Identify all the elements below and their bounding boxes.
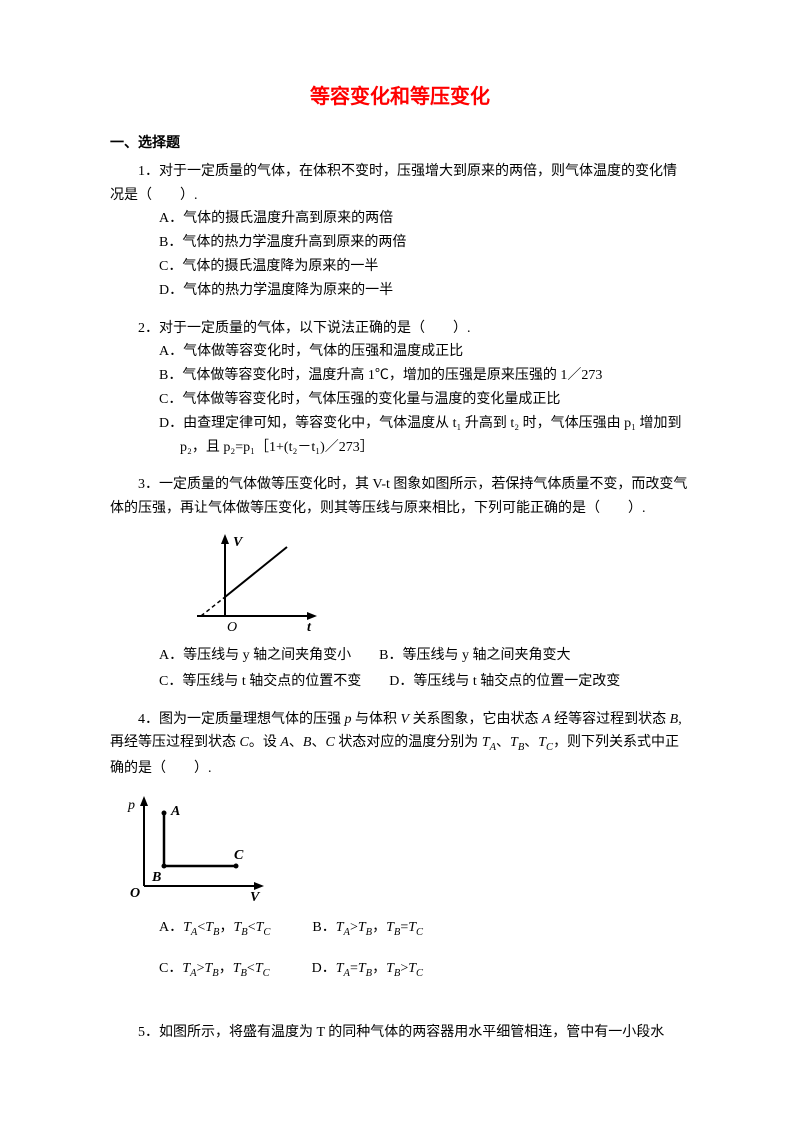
q2-options: A．气体做等容变化时，气体的压强和温度成正比 B．气体做等容变化时，温度升高 1… xyxy=(110,340,690,411)
question-5: 5．如图所示，将盛有温度为 T 的同种气体的两容器用水平细管相连，管中有一小段水 xyxy=(110,1021,690,1045)
q4-stem: 4．图为一定质量理想气体的压强 p 与体积 V 关系图象，它由状态 A 经等容过… xyxy=(110,708,690,781)
q4-opt-c: C．TA>TB，TB<TC xyxy=(159,957,270,983)
q3-opt-b: B．等压线与 y 轴之间夹角变大 xyxy=(379,644,570,668)
q1-opt-a: A．气体的摄氏温度升高到原来的两倍 xyxy=(159,207,690,231)
svg-text:B: B xyxy=(151,870,161,885)
svg-text:V: V xyxy=(233,535,244,550)
title-text: 等容变化和等压变化 xyxy=(310,86,490,108)
document-page: 等容变化和等压变化 一、选择题 1．对于一定质量的气体，在体积不变时，压强增大到… xyxy=(0,0,800,1132)
q2-opt-a: A．气体做等容变化时，气体的压强和温度成正比 xyxy=(159,340,690,364)
q1-opt-c: C．气体的摄氏温度降为原来的一半 xyxy=(159,255,690,279)
pv-graph-icon: p A B C O V xyxy=(124,791,274,906)
q1-opt-b: B．气体的热力学温度升高到原来的两倍 xyxy=(159,231,690,255)
q4-opt-row-2: C．TA>TB，TB<TC D．TA=TB，TB>TC xyxy=(159,957,690,983)
q1-stem: 1．对于一定质量的气体，在体积不变时，压强增大到原来的两倍，则气体温度的变化情况… xyxy=(110,160,690,208)
svg-text:C: C xyxy=(234,848,244,863)
q2-opt-c: C．气体做等容变化时，气体压强的变化量与温度的变化量成正比 xyxy=(159,388,690,412)
svg-text:t: t xyxy=(307,620,312,635)
q4-options: A．TA<TB，TB<TC B．TA>TB，TB=TC C．TA>TB，TB<T… xyxy=(110,916,690,983)
q4-opt-a: A．TA<TB，TB<TC xyxy=(159,916,270,942)
q3-figure: V t O xyxy=(110,531,690,636)
q5-stem: 5．如图所示，将盛有温度为 T 的同种气体的两容器用水平细管相连，管中有一小段水 xyxy=(110,1021,690,1045)
q4-figure: p A B C O V xyxy=(110,791,690,906)
q3-opt-a: A．等压线与 y 轴之间夹角变小 xyxy=(159,644,351,668)
svg-text:p: p xyxy=(127,798,135,813)
question-3: 3．一定质量的气体做等压变化时，其 V-t 图象如图所示，若保持气体质量不变，而… xyxy=(110,473,690,693)
q3-opt-row-2: C．等压线与 t 轴交点的位置不变 D．等压线与 t 轴交点的位置一定改变 xyxy=(159,670,690,694)
question-4: 4．图为一定质量理想气体的压强 p 与体积 V 关系图象，它由状态 A 经等容过… xyxy=(110,708,690,984)
q2-opt-d: D．由查理定律可知，等容变化中，气体温度从 t₁ 升高到 t₂ 时，气体压强由 … xyxy=(131,412,690,460)
q1-opt-d: D．气体的热力学温度降为原来的一半 xyxy=(159,279,690,303)
q3-options: A．等压线与 y 轴之间夹角变小 B．等压线与 y 轴之间夹角变大 C．等压线与… xyxy=(110,644,690,694)
q4-opt-row-1: A．TA<TB，TB<TC B．TA>TB，TB=TC xyxy=(159,916,690,942)
q2-stem: 2．对于一定质量的气体，以下说法正确的是（ ）. xyxy=(110,317,690,341)
page-title: 等容变化和等压变化 xyxy=(110,80,690,114)
q2-opt-b: B．气体做等容变化时，温度升高 1℃，增加的压强是原来压强的 1／273 xyxy=(159,364,690,388)
question-2: 2．对于一定质量的气体，以下说法正确的是（ ）. A．气体做等容变化时，气体的压… xyxy=(110,317,690,460)
svg-text:A: A xyxy=(170,804,180,819)
section-heading: 一、选择题 xyxy=(110,132,690,156)
svg-text:O: O xyxy=(130,886,140,901)
q3-opt-row-1: A．等压线与 y 轴之间夹角变小 B．等压线与 y 轴之间夹角变大 xyxy=(159,644,690,668)
question-1: 1．对于一定质量的气体，在体积不变时，压强增大到原来的两倍，则气体温度的变化情况… xyxy=(110,160,690,303)
svg-text:V: V xyxy=(250,890,261,905)
q1-options: A．气体的摄氏温度升高到原来的两倍 B．气体的热力学温度升高到原来的两倍 C．气… xyxy=(110,207,690,302)
q2-opt-d-text: D．由查理定律可知，等容变化中，气体温度从 t₁ 升高到 t₂ 时，气体压强由 … xyxy=(159,416,682,455)
svg-text:O: O xyxy=(227,620,237,635)
q4-opt-d: D．TA=TB，TB>TC xyxy=(312,957,423,983)
q3-opt-c: C．等压线与 t 轴交点的位置不变 xyxy=(159,670,361,694)
q3-stem: 3．一定质量的气体做等压变化时，其 V-t 图象如图所示，若保持气体质量不变，而… xyxy=(110,473,690,521)
q4-opt-b: B．TA>TB，TB=TC xyxy=(312,916,423,942)
q3-opt-d: D．等压线与 t 轴交点的位置一定改变 xyxy=(389,670,620,694)
vt-graph-icon: V t O xyxy=(187,531,327,636)
